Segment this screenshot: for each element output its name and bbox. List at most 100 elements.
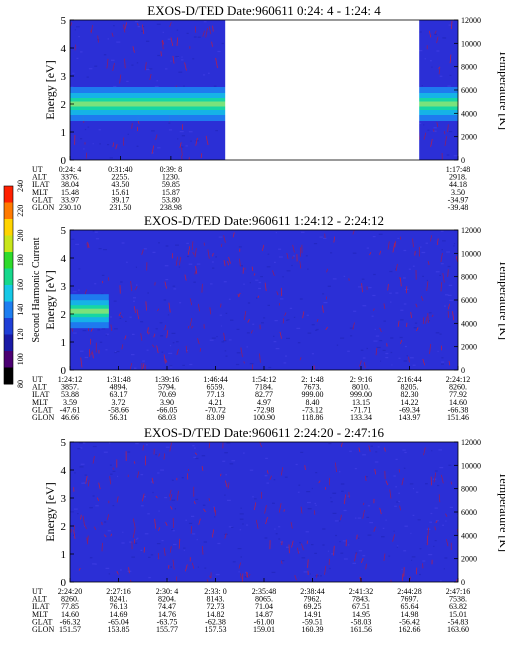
noise-cell [306, 314, 309, 316]
noise-cell [211, 337, 216, 339]
noise-cell [285, 355, 287, 357]
noise-cell [396, 501, 399, 503]
signal-streak [84, 289, 87, 296]
signal-streak [427, 527, 429, 537]
noise-cell [83, 148, 85, 150]
noise-cell [148, 556, 151, 558]
noise-cell [109, 464, 112, 466]
signal-streak [142, 445, 144, 451]
signal-streak [209, 575, 212, 579]
noise-cell [406, 355, 408, 357]
noise-cell [142, 360, 145, 362]
signal-streak [255, 519, 259, 529]
signal-streak [133, 538, 136, 544]
plot-background [70, 230, 458, 370]
noise-cell [249, 282, 251, 284]
signal-streak [153, 333, 156, 338]
signal-streak [392, 534, 395, 542]
noise-cell [444, 305, 446, 307]
signal-streak [206, 579, 209, 582]
signal-streak [181, 147, 183, 156]
noise-cell [125, 320, 127, 322]
noise-cell [307, 268, 309, 270]
noise-cell [271, 571, 276, 573]
table-cell: -65.04 [108, 617, 129, 626]
signal-streak [87, 479, 90, 487]
signal-streak [118, 312, 122, 317]
panel-title: EXOS-D/TED Date:960611 0:24: 4 - 1:24: 4 [147, 3, 381, 18]
signal-streak [185, 345, 188, 353]
signal-streak [443, 131, 446, 135]
signal-streak [387, 283, 389, 291]
noise-cell [339, 471, 341, 473]
signal-streak [398, 469, 400, 473]
table-cell: 2918. [449, 173, 467, 182]
signal-streak [179, 256, 182, 266]
noise-cell [180, 146, 184, 148]
noise-cell [278, 526, 281, 528]
noise-cell [194, 447, 196, 449]
noise-cell [403, 277, 406, 279]
signal-streak [397, 320, 400, 327]
signal-streak [188, 157, 190, 160]
noise-cell [436, 50, 440, 52]
noise-cell [165, 245, 169, 247]
noise-cell [169, 345, 172, 347]
noise-cell [447, 85, 451, 87]
signal-streak [278, 503, 282, 513]
noise-cell [137, 26, 141, 28]
table-cell: 33.97 [61, 195, 79, 204]
noise-cell [447, 265, 451, 268]
noise-cell [158, 510, 160, 512]
signal-streak [160, 51, 162, 57]
noise-cell [224, 350, 227, 352]
noise-cell [282, 276, 284, 278]
noise-cell [332, 512, 337, 514]
noise-cell [410, 532, 412, 534]
noise-cell [314, 502, 316, 505]
noise-cell [429, 521, 432, 523]
signal-streak [436, 238, 439, 245]
y-right-tick-label: 6000 [461, 508, 477, 517]
noise-cell [283, 362, 287, 364]
signal-streak [394, 241, 396, 248]
y-right-tick-label: 0 [461, 366, 465, 375]
y-tick-label: 5 [61, 225, 67, 237]
signal-streak [203, 508, 206, 513]
signal-streak [408, 356, 410, 363]
y-tick-label: 1 [61, 549, 67, 561]
colorbar-tick-label: 100 [16, 353, 25, 365]
colorbar-frame [3, 185, 14, 385]
plot-area [70, 442, 458, 582]
noise-cell [374, 328, 376, 330]
table-cell: 14.87 [255, 610, 273, 619]
noise-cell [216, 336, 218, 338]
signal-streak [90, 350, 93, 356]
noise-cell [144, 533, 149, 535]
signal-streak [434, 30, 437, 35]
table-cell: 77.85 [61, 602, 79, 611]
signal-streak [86, 537, 89, 545]
noise-cell [343, 275, 346, 277]
table-cell: 8260. [449, 383, 467, 392]
noise-cell [134, 367, 137, 369]
noise-cell [412, 265, 415, 267]
y-right-tick-label: 6000 [461, 86, 477, 95]
signal-streak [400, 339, 403, 345]
noise-cell [172, 342, 175, 344]
signal-streak [325, 326, 328, 331]
signal-streak [110, 324, 113, 332]
noise-cell [272, 502, 275, 504]
noise-cell [175, 244, 179, 246]
signal-streak [190, 325, 194, 329]
signal-streak [240, 347, 243, 358]
noise-cell [434, 470, 438, 472]
noise-cell [388, 555, 391, 557]
signal-streak [440, 252, 443, 263]
noise-cell [394, 505, 397, 507]
signal-streak [194, 452, 198, 456]
signal-streak [85, 475, 88, 484]
signal-streak [124, 58, 126, 69]
table-cell: 2: 1:48 [301, 375, 323, 384]
signal-streak [266, 470, 269, 474]
